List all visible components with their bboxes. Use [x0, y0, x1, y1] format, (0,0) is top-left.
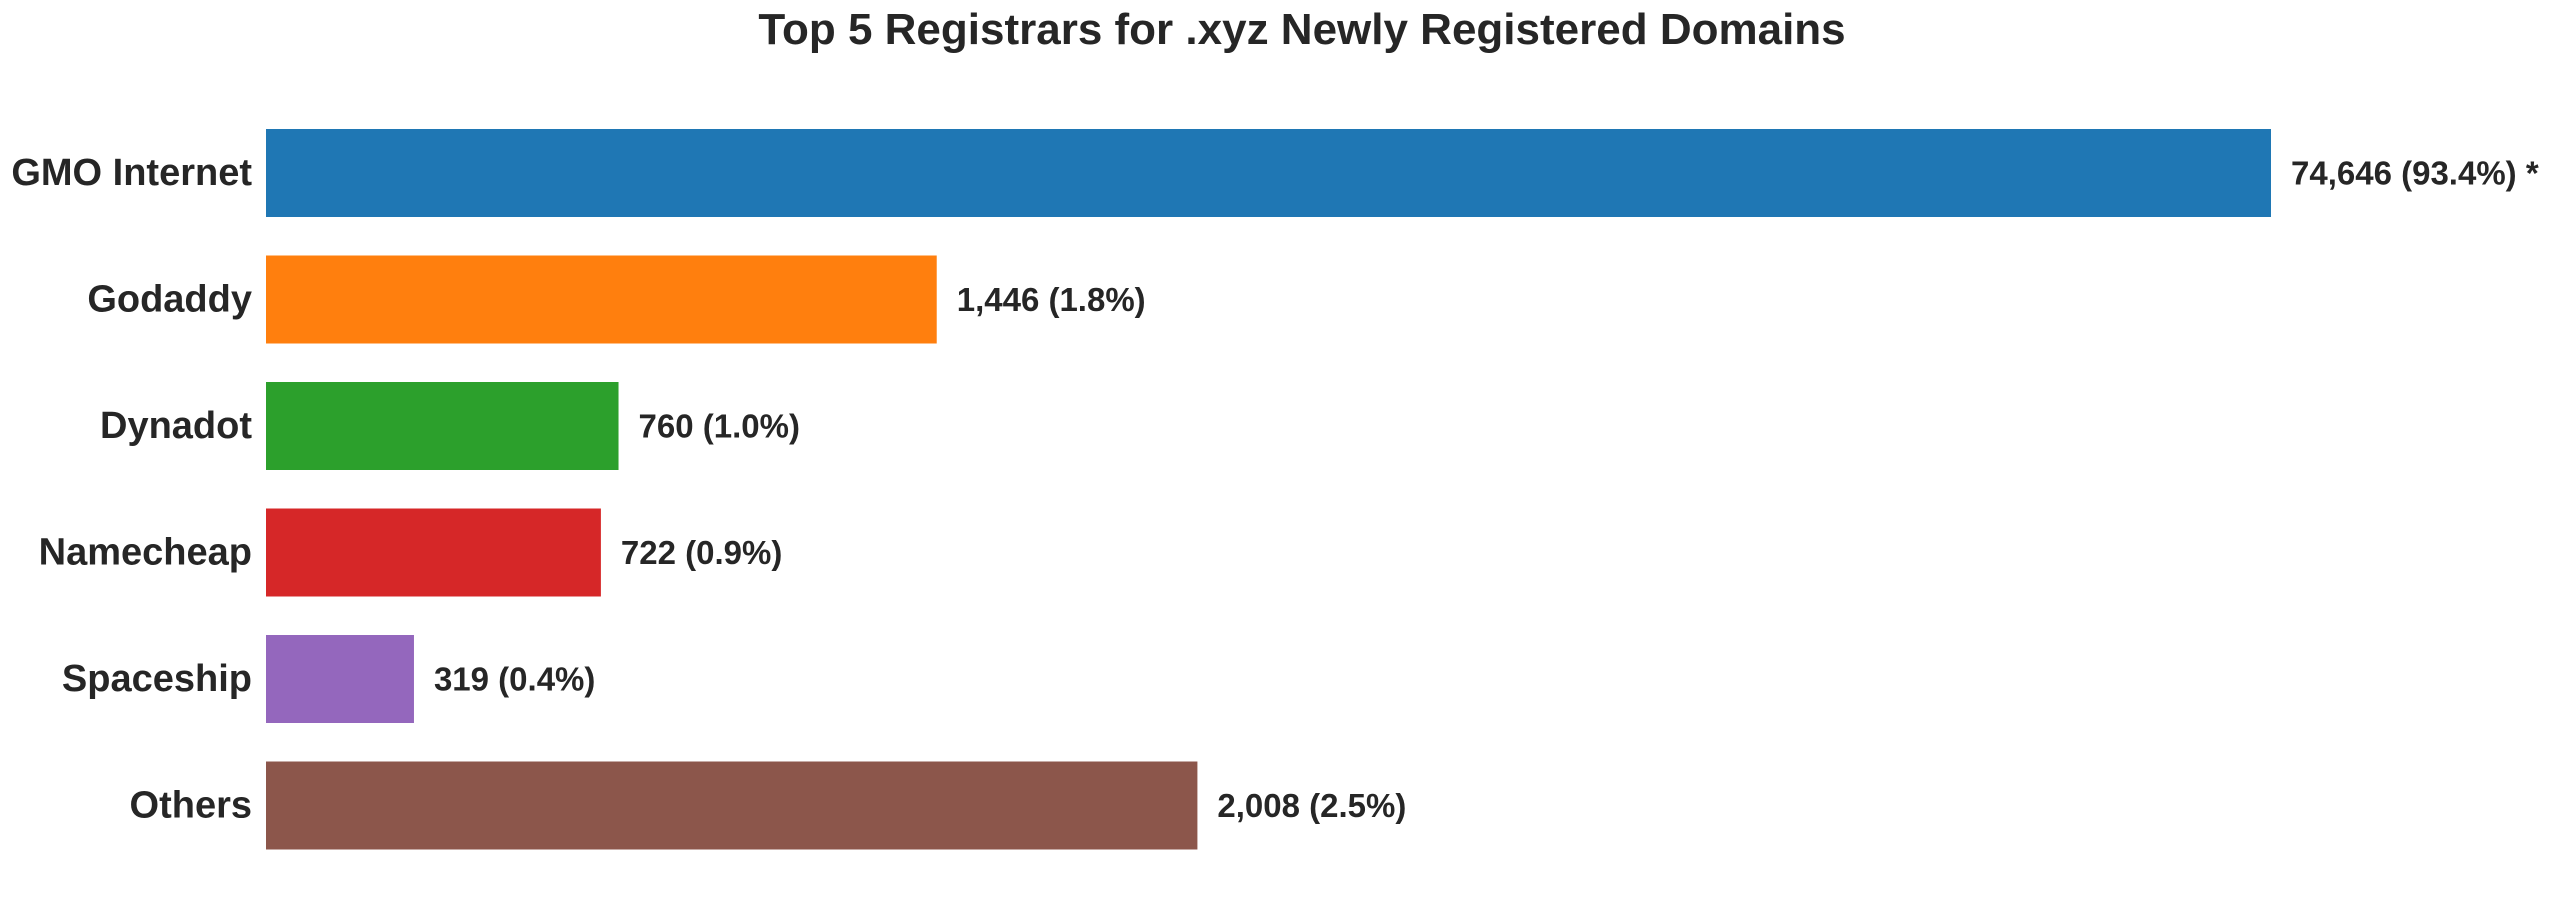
value-label-gmo-internet: 74,646 (93.4%) *: [2291, 155, 2539, 192]
chart-title: Top 5 Registrars for .xyz Newly Register…: [758, 5, 1845, 54]
category-label-godaddy: Godaddy: [87, 279, 252, 321]
bar-gmo-internet: [266, 129, 2271, 217]
category-label-others: Others: [130, 785, 252, 827]
value-label-dynadot: 760 (1.0%): [639, 408, 800, 445]
bar-dynadot: [266, 382, 619, 470]
value-label-godaddy: 1,446 (1.8%): [957, 281, 1146, 318]
category-label-dynadot: Dynadot: [100, 405, 252, 447]
bar-namecheap: [266, 508, 601, 597]
value-label-spaceship: 319 (0.4%): [434, 661, 595, 698]
bar-godaddy: [266, 255, 937, 344]
bars-layer: GMO Internet 74,646 (93.4%) * Godaddy 1,446…: [11, 129, 2539, 850]
bar-spaceship: [266, 635, 414, 723]
value-label-namecheap: 722 (0.9%): [621, 534, 782, 571]
category-label-namecheap: Namecheap: [39, 532, 252, 574]
category-label-spaceship: Spaceship: [62, 658, 252, 700]
value-label-others: 2,008 (2.5%): [1217, 787, 1406, 824]
category-label-gmo-internet: GMO Internet: [11, 152, 252, 194]
bar-others: [266, 761, 1198, 850]
